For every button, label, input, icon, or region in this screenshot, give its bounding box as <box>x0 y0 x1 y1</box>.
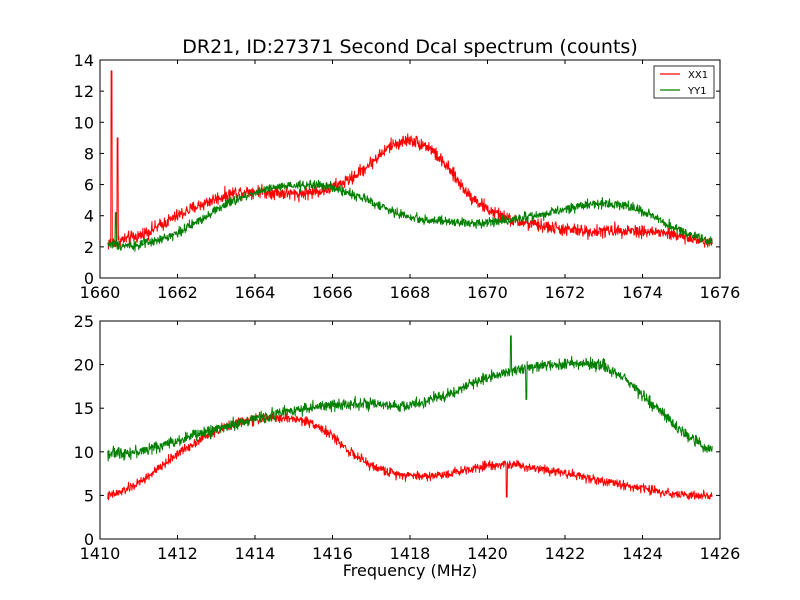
bottom-x-tick-label: 1426 <box>700 544 741 563</box>
bottom-x-tick-label: 1424 <box>622 544 663 563</box>
bottom-y-tick-label: 20 <box>74 356 94 375</box>
top-y-tick-label: 14 <box>74 51 94 70</box>
bottom-panel: 1410 1412 1414 1416 1418 1420 1422 1424 1426 0 5 10… <box>74 312 741 563</box>
top-x-tick-label: 1664 <box>235 283 276 302</box>
bottom-x-tick-label: 1410 <box>80 544 121 563</box>
bottom-x-tick-label: 1414 <box>235 544 276 563</box>
bottom-y-tick-label: 10 <box>74 443 94 462</box>
top-series-xx1 <box>107 70 713 250</box>
top-y-tick-label: 8 <box>84 144 94 163</box>
top-x-tick-label: 1666 <box>312 283 353 302</box>
top-y-tick-label: 10 <box>74 113 94 132</box>
bottom-y-tick-label: 0 <box>84 530 94 549</box>
top-y-tick-label: 2 <box>84 238 94 257</box>
top-y-tick-label: 0 <box>84 269 94 288</box>
top-ticks: 1660 1662 1664 1666 1668 1670 1672 1674 1676 0 2 4 6… <box>74 51 741 302</box>
legend-box <box>653 65 715 99</box>
bottom-series-layer <box>107 335 713 501</box>
bottom-x-tick-label: 1416 <box>312 544 353 563</box>
top-x-tick-label: 1668 <box>390 283 431 302</box>
bottom-x-tick-label: 1422 <box>545 544 586 563</box>
bottom-y-tick-label: 15 <box>74 399 94 418</box>
top-x-tick-label: 1662 <box>157 283 198 302</box>
chart-title: DR21, ID:27371 Second Dcal spectrum (cou… <box>182 36 637 58</box>
bottom-x-tick-label: 1420 <box>467 544 508 563</box>
top-y-tick-label: 12 <box>74 82 94 101</box>
top-x-tick-label: 1670 <box>467 283 508 302</box>
bottom-ticks: 1410 1412 1414 1416 1418 1420 1422 1424 1426 0 5 10… <box>74 312 741 563</box>
top-series-yy1 <box>107 179 713 252</box>
legend-xx1-label: XX1 <box>688 70 708 81</box>
top-x-tick-label: 1660 <box>80 283 121 302</box>
top-panel: 1660 1662 1664 1666 1668 1670 1672 1674 1676 0 2 4 6… <box>74 51 741 302</box>
legend-yy1-label: YY1 <box>687 86 707 97</box>
top-x-tick-label: 1676 <box>700 283 741 302</box>
bottom-series-yy1 <box>107 335 713 462</box>
bottom-y-tick-label: 25 <box>74 312 94 331</box>
top-series-layer <box>107 70 713 252</box>
top-y-tick-label: 6 <box>84 176 94 195</box>
top-x-tick-label: 1674 <box>622 283 663 302</box>
top-x-tick-label: 1672 <box>545 283 586 302</box>
bottom-x-tick-label: 1412 <box>157 544 198 563</box>
bottom-x-tick-label: 1418 <box>390 544 431 563</box>
bottom-y-tick-label: 5 <box>84 486 94 505</box>
legend: XX1 YY1 <box>653 65 715 99</box>
top-y-tick-label: 4 <box>84 207 94 226</box>
x-axis-label: Frequency (MHz) <box>343 561 477 580</box>
